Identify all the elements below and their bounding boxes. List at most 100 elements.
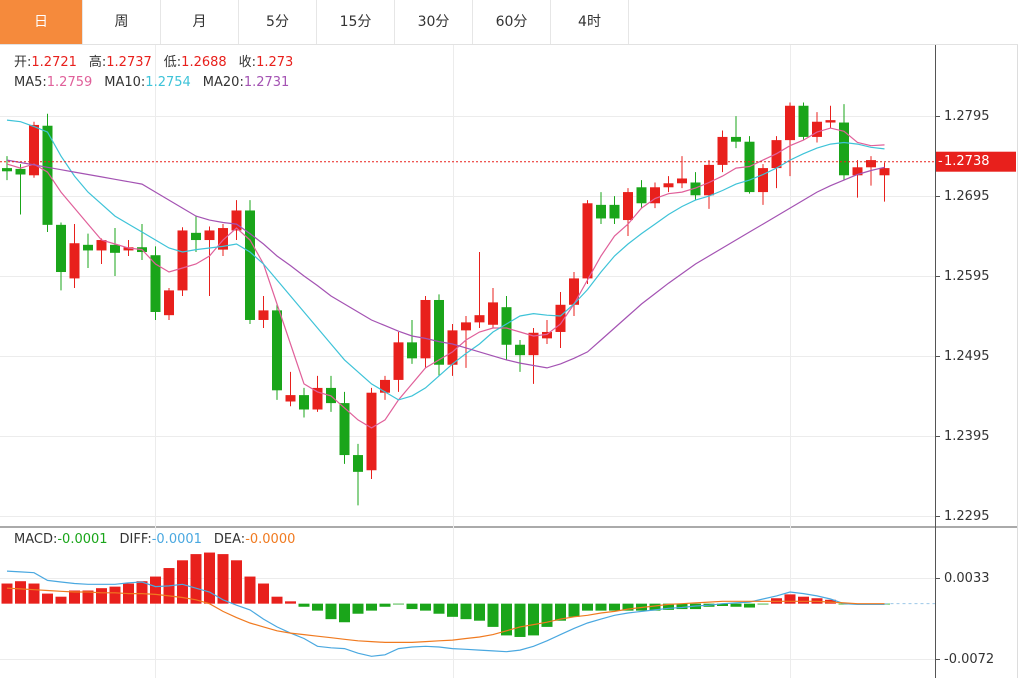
macd-bar: [366, 603, 377, 611]
candle-body: [582, 203, 593, 279]
macd-bar: [784, 594, 796, 604]
ma-line: [6, 119, 885, 401]
header-value: 1.273: [256, 55, 293, 70]
macd-line: [6, 587, 885, 643]
tab[interactable]: 5分: [239, 0, 317, 44]
candle-body: [312, 387, 323, 410]
ma-line: [6, 159, 885, 369]
header-value: 1.2731: [244, 75, 290, 90]
y-tick-label: 1.2295: [944, 509, 990, 524]
header-value: 1.2737: [106, 55, 152, 70]
candle-body: [461, 322, 471, 331]
macd-bar: [393, 603, 404, 605]
macd-bar: [28, 583, 40, 604]
macd-bar: [406, 603, 418, 610]
macd-bar: [42, 593, 53, 604]
candle-body: [636, 187, 647, 204]
macd-bar: [177, 560, 188, 604]
candle-body: [812, 121, 822, 137]
y-tick-label: 0.0033: [944, 571, 990, 586]
y-tick-label: 1.2495: [944, 349, 990, 364]
macd-bar: [514, 603, 526, 637]
candle-body: [515, 344, 525, 356]
tab[interactable]: 4时: [551, 0, 629, 44]
macd-bar: [96, 588, 107, 604]
candle-body: [285, 395, 296, 402]
candle-body: [623, 192, 633, 221]
macd-bar: [501, 603, 512, 636]
candle-body: [83, 244, 93, 251]
header-value: -0.0000: [245, 532, 295, 547]
macd-bar: [730, 603, 742, 607]
candle-body: [879, 168, 890, 176]
header-value: 1.2688: [181, 55, 227, 70]
header-value: 1.2754: [145, 75, 191, 90]
candle-body: [798, 105, 809, 137]
candle-body: [488, 302, 498, 325]
candle-body: [839, 122, 849, 176]
candle-body: [245, 210, 255, 320]
header-row: MA5:1.2759 MA10:1.2754 MA20:1.2731: [14, 75, 289, 90]
header-label: MA5:: [14, 75, 47, 90]
macd-bar: [447, 603, 458, 617]
last-price-box: [936, 151, 1016, 172]
candle-body: [542, 331, 552, 339]
macd-bar: [555, 603, 566, 621]
candle-body: [731, 136, 741, 142]
candle-body: [110, 244, 120, 253]
candle-body: [501, 307, 512, 345]
candle-body: [690, 182, 701, 196]
candle-body: [29, 124, 39, 176]
header-label: DIFF:: [120, 532, 152, 547]
candle-body: [677, 178, 687, 184]
candle-body: [380, 379, 390, 393]
candle-body: [42, 125, 53, 225]
macd-bar: [528, 603, 539, 636]
tab-bar: 日周月 5分 15分 30分 60分 4时: [0, 0, 1018, 45]
candle-body: [866, 160, 876, 168]
candle-body: [339, 403, 350, 456]
macd-bar: [420, 603, 431, 611]
macd-bar: [609, 603, 620, 611]
tab[interactable]: 日: [0, 0, 83, 44]
macd-bar: [204, 552, 215, 604]
candle-body: [204, 230, 215, 241]
macd-line: [6, 570, 885, 657]
macd-bar: [339, 603, 350, 623]
candle-body: [825, 120, 836, 123]
header-label: DEA:: [214, 532, 245, 547]
tab[interactable]: 15分: [317, 0, 395, 44]
candle-body: [231, 210, 242, 231]
candle-body: [69, 243, 80, 279]
tab[interactable]: 60分: [473, 0, 551, 44]
tab[interactable]: 周: [83, 0, 161, 44]
macd-bar: [622, 603, 634, 611]
macd-bar: [150, 576, 161, 604]
candle-body: [218, 228, 228, 250]
candle-body: [447, 330, 458, 365]
tab[interactable]: 月: [161, 0, 239, 44]
candle-body: [555, 304, 566, 332]
candle-body: [299, 395, 309, 410]
macd-bar: [649, 603, 661, 611]
macd-bar: [379, 603, 391, 607]
candle-body: [15, 168, 26, 175]
y-tick-label: -0.0072: [944, 652, 994, 667]
candle-body: [528, 332, 539, 356]
last-price-label: 1.2738: [944, 154, 990, 169]
macd-bar: [595, 603, 607, 611]
macd-bar: [541, 603, 553, 627]
ma-line: [6, 127, 885, 429]
macd-bar: [285, 601, 296, 604]
header-row: MACD:-0.0001 DIFF:-0.0001 DEA:-0.0000: [14, 532, 295, 547]
candle-body: [785, 105, 795, 141]
macd-bar: [487, 603, 499, 627]
macd-bar: [312, 603, 323, 611]
macd-bar: [757, 603, 769, 605]
macd-bar: [109, 586, 121, 604]
macd-bar: [582, 603, 593, 611]
macd-bar: [82, 590, 94, 604]
tab[interactable]: 30分: [395, 0, 473, 44]
candle-body: [609, 204, 620, 219]
